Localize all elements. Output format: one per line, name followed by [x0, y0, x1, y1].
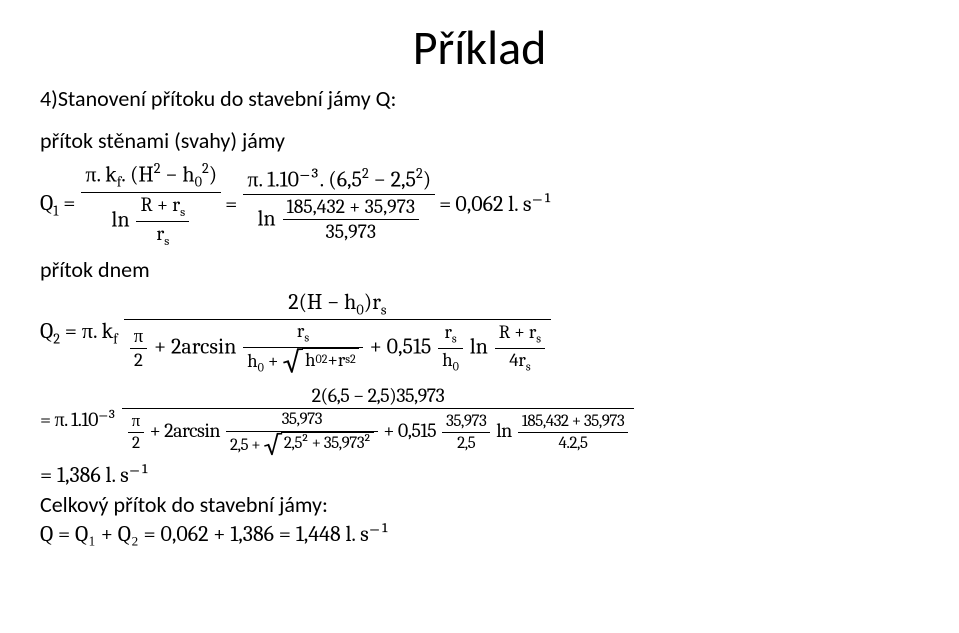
- page-title: Příklad: [40, 18, 919, 77]
- q1-numeric-frac: π. 1.10⁻³. (6,52 − 2,52) ln 185,432 + 35…: [243, 165, 435, 245]
- q2-num-frac: 2(6,5 − 2,5)35,973 π 2 + 2arcsin 35,973 …: [122, 383, 635, 456]
- section-heading: 4)Stanovení přítoku do stavební jámy Q:: [40, 85, 919, 113]
- eq-sign-2: =: [439, 191, 451, 219]
- q2-result: 1,386 l. s⁻¹: [57, 462, 149, 488]
- q1-symbolic-frac: π. kf. (H2 − h02) ln R + rs rs: [81, 160, 221, 250]
- q2-lhs: Q2 = π. kf: [40, 318, 118, 348]
- eq-q2-symbolic: Q2 = π. kf 2(H − h0)rs π 2 + 2arcsin rs: [40, 289, 919, 377]
- eq-q2-numeric: = π. 1.10⁻³ 2(6,5 − 2,5)35,973 π 2 + 2ar…: [40, 383, 919, 456]
- q2-main-frac: 2(H − h0)rs π 2 + 2arcsin rs h0 + √: [124, 289, 551, 377]
- q2-result-line: = 1,386 l. s⁻¹: [40, 462, 919, 490]
- page: Příklad 4)Stanovení přítoku do stavební …: [0, 0, 959, 633]
- q2-num-lhs: = π. 1.10⁻³: [40, 407, 116, 432]
- total-equation: Q = Q₁ + Q₂ = 0,062 + 1,386 = 1,448 l. s…: [40, 521, 919, 549]
- bottom-label: přítok dnem: [40, 256, 919, 284]
- eq-sign: =: [225, 191, 237, 219]
- total-label: Celkový přítok do stavební jámy:: [40, 491, 919, 519]
- q1-lhs: Q1 =: [40, 190, 75, 220]
- walls-label: přítok stěnami (svahy) jámy: [40, 127, 919, 155]
- eq-q1: Q1 = π. kf. (H2 − h02) ln R + rs rs: [40, 160, 919, 250]
- q1-result: 0,062 l. s⁻¹: [455, 191, 552, 219]
